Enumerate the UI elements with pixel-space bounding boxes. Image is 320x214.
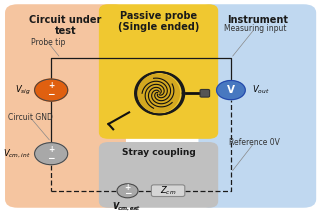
Circle shape	[35, 143, 68, 165]
Text: Probe tip: Probe tip	[31, 38, 65, 47]
Text: −: −	[47, 90, 55, 99]
Text: $V_{cm,ext}$: $V_{cm,ext}$	[114, 201, 140, 213]
Text: $V_{out}$: $V_{out}$	[252, 84, 269, 96]
Text: $V_{sig}$: $V_{sig}$	[15, 83, 30, 97]
Text: −: −	[47, 154, 55, 163]
Text: Circuit GND: Circuit GND	[8, 113, 53, 122]
FancyBboxPatch shape	[99, 142, 218, 208]
Text: Measuring input: Measuring input	[224, 24, 286, 33]
Text: Circuit under
test: Circuit under test	[29, 15, 102, 36]
Text: −: −	[124, 189, 131, 198]
Polygon shape	[138, 74, 180, 112]
Text: Passive probe
(Single ended): Passive probe (Single ended)	[118, 11, 199, 32]
FancyBboxPatch shape	[198, 4, 316, 208]
FancyBboxPatch shape	[200, 89, 210, 97]
Text: +: +	[124, 183, 131, 192]
FancyBboxPatch shape	[151, 185, 185, 196]
Text: $Z_{cm}$: $Z_{cm}$	[160, 184, 176, 197]
Text: +: +	[48, 145, 54, 154]
Circle shape	[117, 184, 138, 198]
Text: Reference 0V: Reference 0V	[229, 138, 280, 147]
Text: V: V	[227, 85, 235, 95]
FancyBboxPatch shape	[5, 4, 126, 208]
Circle shape	[35, 79, 68, 101]
Text: $V_{cm,int}$: $V_{cm,int}$	[4, 148, 31, 160]
Text: $V_{cm,ext}$: $V_{cm,ext}$	[112, 201, 141, 213]
Text: Stray coupling: Stray coupling	[122, 148, 196, 157]
Text: Instrument: Instrument	[227, 15, 288, 25]
FancyBboxPatch shape	[99, 4, 218, 139]
Circle shape	[217, 80, 245, 100]
Text: +: +	[48, 81, 54, 90]
